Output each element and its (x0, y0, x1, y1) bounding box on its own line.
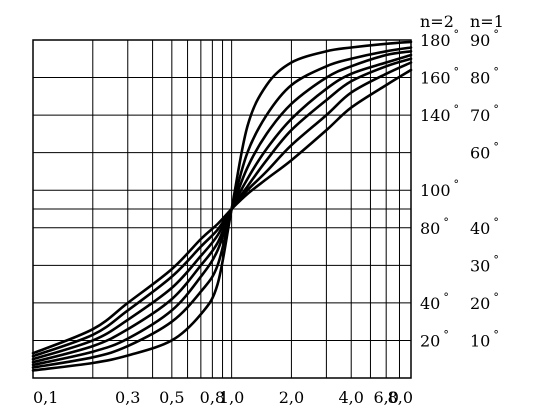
n2-tick-label-2: 80 ° (420, 216, 449, 238)
n2-tick-label-5: 160 ° (420, 66, 459, 88)
n2-tick-label-4: 140 ° (420, 103, 459, 125)
series-line-2 (31, 50, 413, 367)
n2-tick-label-3: 100 ° (420, 178, 459, 200)
series-line-6 (31, 68, 413, 355)
grid (32, 39, 412, 378)
n2-tick-label-1: 40 ° (420, 291, 449, 313)
x-tick-label-0: 0,1 (33, 388, 58, 407)
series-line-1 (31, 46, 413, 369)
n2-tick-label-6: 180 ° (420, 28, 459, 50)
n1-axis-header: n=1 (470, 12, 504, 31)
x-tick-label-4: 1,0 (219, 388, 244, 407)
tick-labels: 0,1 0,3 0,5 0,81,0 2,0 4,0 6,08,0 20 ° 40 ° 80 ° 100 °… (33, 28, 499, 407)
x-tick-label-8: 8,0 (388, 388, 413, 407)
x-tick-label-7: 6,0 (373, 388, 398, 407)
series-line-5 (31, 61, 413, 358)
n1-tick-label-6: 80 ° (470, 66, 499, 88)
x-tick-label-5: 2,0 (279, 388, 304, 407)
n1-tick-label-3: 40 ° (470, 216, 499, 238)
n1-tick-label-7: 90 ° (470, 28, 499, 50)
series-line-3 (31, 53, 413, 364)
x-tick-label-2: 0,5 (159, 388, 184, 407)
plot-frame (32, 39, 412, 379)
x-tick-label-3: 0,8 (200, 388, 225, 407)
curves (31, 40, 413, 372)
n1-tick-label-0: 10 ° (470, 328, 499, 350)
n1-tick-label-1: 20 ° (470, 291, 499, 313)
x-tick-label-6: 4,0 (338, 388, 363, 407)
n2-tick-label-0: 20 ° (420, 328, 449, 350)
n1-tick-label-2: 30 ° (470, 253, 499, 275)
n1-tick-label-4: 60 ° (470, 141, 499, 163)
n1-tick-label-5: 70 ° (470, 103, 499, 125)
n2-axis-header: n=2 (420, 12, 454, 31)
series-line-0 (31, 40, 413, 372)
x-tick-label-1: 0,3 (115, 388, 140, 407)
